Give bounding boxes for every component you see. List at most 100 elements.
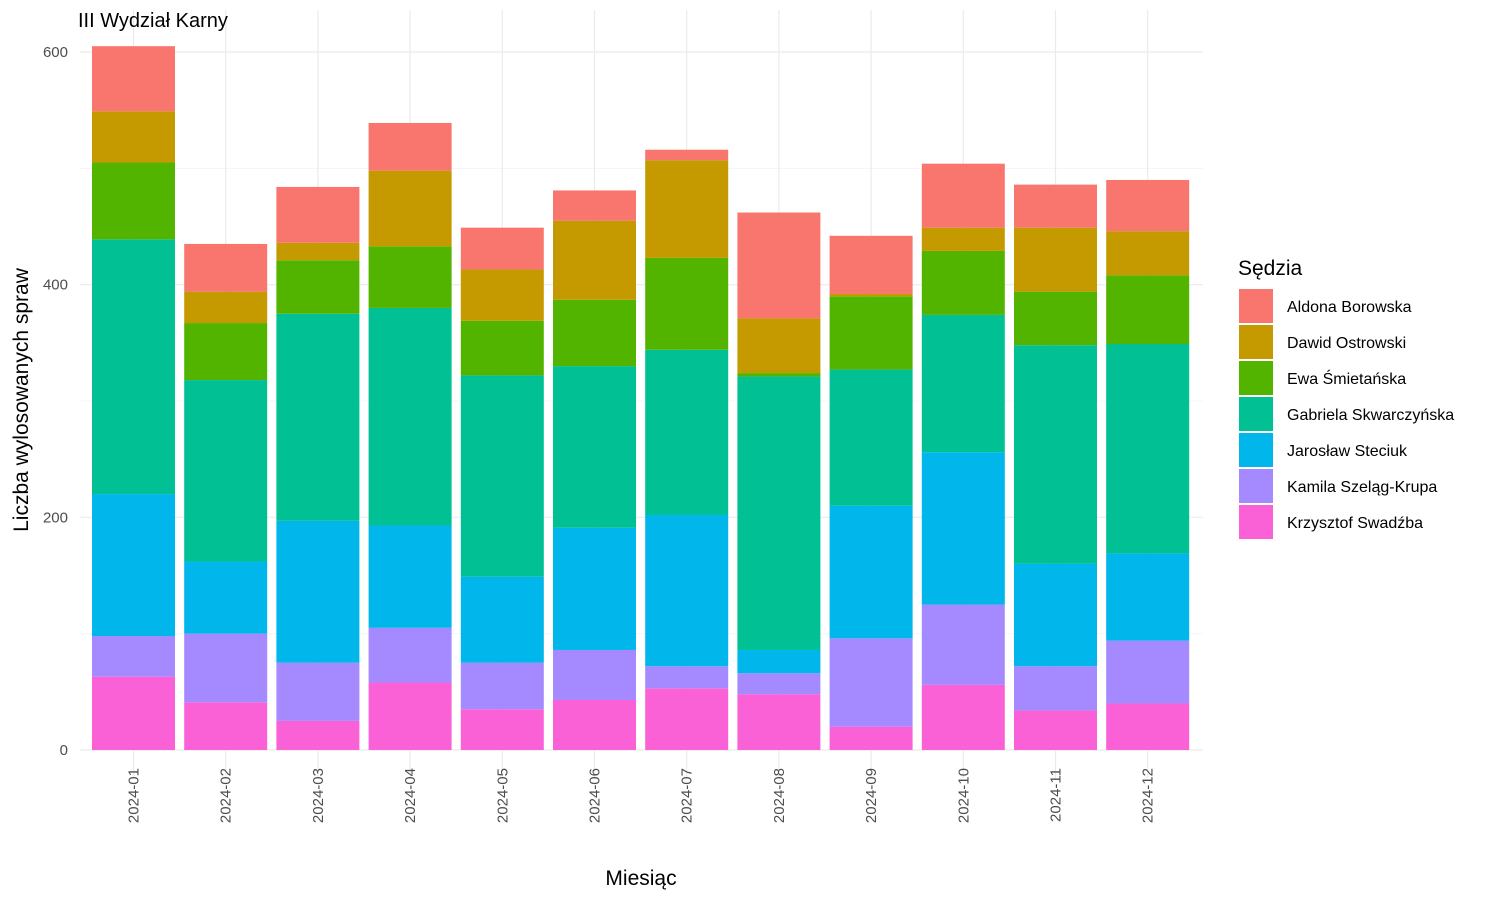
bar-segment — [921, 250, 1005, 315]
bar-segment — [921, 314, 1005, 453]
legend: Sędzia Aldona Borowska Dawid Ostrowski Ewa… — [1238, 257, 1454, 539]
bar-segment — [737, 649, 821, 674]
bar-segment — [921, 227, 1005, 251]
chart-title: III Wydział Karny — [78, 10, 228, 32]
bar-segment — [553, 649, 636, 700]
legend-swatch — [1239, 433, 1273, 467]
x-axis-title: Miesiąc — [605, 867, 676, 890]
bar-segment — [553, 366, 636, 528]
x-tick-label: 2024-05 — [494, 768, 511, 823]
bar-segment — [645, 149, 729, 161]
bar-segment — [645, 666, 729, 689]
bar-segment — [92, 676, 175, 750]
bar-segment — [184, 633, 268, 703]
bars — [92, 46, 1190, 750]
bar-segment — [368, 307, 452, 526]
bar-segment — [737, 376, 821, 650]
bar-segment — [368, 627, 452, 683]
bar-segment — [460, 269, 544, 321]
bar-segment — [737, 318, 821, 374]
x-tick-label: 2024-11 — [1048, 768, 1065, 822]
bar-segment — [184, 702, 268, 750]
bar-segment — [553, 699, 636, 750]
bar-segment — [276, 313, 360, 521]
bar-segment — [921, 684, 1005, 750]
bar-segment — [368, 682, 452, 750]
bar-segment — [276, 242, 360, 261]
bar-segment — [92, 239, 175, 495]
bar-segment — [92, 162, 175, 240]
legend-title: Sędzia — [1238, 257, 1303, 280]
bar-segment — [737, 694, 821, 750]
x-tick-label: 2024-01 — [126, 768, 143, 823]
legend-swatch — [1239, 325, 1273, 359]
bar-segment — [1106, 553, 1190, 641]
bar-segment — [368, 246, 452, 308]
bar-segment — [1106, 703, 1190, 750]
legend-label: Kamila Szeląg-Krupa — [1287, 479, 1437, 496]
bar-segment — [276, 720, 360, 750]
bar-segment — [1014, 345, 1097, 564]
x-tick-label: 2024-10 — [955, 768, 972, 823]
bar-segment — [645, 257, 729, 350]
bar-segment — [645, 688, 729, 750]
x-tick-label: 2024-09 — [863, 768, 880, 823]
x-tick-label: 2024-04 — [402, 768, 419, 823]
bar-segment — [829, 235, 913, 294]
bar-segment — [184, 323, 268, 381]
bar-segment — [829, 505, 913, 639]
bar-segment — [1106, 179, 1190, 232]
y-axis-ticks: 0 200 400 600 — [43, 44, 68, 759]
legend-label: Aldona Borowska — [1287, 299, 1412, 316]
bar-segment — [645, 349, 729, 516]
bar-segment — [1106, 275, 1190, 344]
bar-segment — [276, 260, 360, 314]
x-tick-label: 2024-06 — [587, 768, 604, 823]
bar-segment — [829, 726, 913, 750]
x-tick-label: 2024-12 — [1140, 768, 1157, 823]
bar-segment — [553, 220, 636, 300]
bar-segment — [1106, 231, 1190, 276]
y-tick-label: 400 — [43, 277, 68, 294]
bar-segment — [921, 452, 1005, 605]
y-tick-label: 600 — [43, 44, 68, 61]
bar-segment — [276, 186, 360, 243]
bar-segment — [829, 296, 913, 370]
bar-segment — [829, 369, 913, 506]
bar-segment — [92, 494, 175, 636]
bar-segment — [184, 561, 268, 634]
bar-segment — [184, 291, 268, 324]
legend-swatch — [1239, 289, 1273, 323]
bar-segment — [276, 662, 360, 721]
bar-segment — [460, 227, 544, 270]
bar-segment — [92, 635, 175, 677]
bar-segment — [829, 638, 913, 727]
bar-segment — [1014, 291, 1097, 346]
bar-segment — [921, 163, 1005, 228]
y-tick-label: 0 — [60, 742, 68, 759]
bar-segment — [1106, 640, 1190, 704]
bar-segment — [184, 243, 268, 292]
bar-segment — [645, 515, 729, 667]
legend-label: Jarosław Steciuk — [1287, 443, 1408, 460]
bar-segment — [553, 190, 636, 221]
y-tick-label: 200 — [43, 509, 68, 526]
bar-segment — [460, 662, 544, 710]
legend-swatch — [1239, 361, 1273, 395]
bar-segment — [1014, 563, 1097, 667]
bar-segment — [184, 380, 268, 562]
x-tick-label: 2024-03 — [310, 768, 327, 823]
x-axis-ticks: 2024-01 2024-02 2024-03 2024-04 2024-05 2024-… — [126, 768, 1157, 823]
bar-segment — [1014, 184, 1097, 228]
bar-segment — [737, 373, 821, 377]
bar-segment — [1014, 666, 1097, 711]
legend-label: Krzysztof Swadźba — [1287, 515, 1423, 532]
bar-segment — [460, 709, 544, 750]
bar-segment — [92, 111, 175, 163]
x-tick-label: 2024-08 — [771, 768, 788, 823]
x-tick-label: 2024-02 — [218, 768, 235, 823]
legend-swatch — [1239, 469, 1273, 503]
bar-segment — [553, 299, 636, 367]
